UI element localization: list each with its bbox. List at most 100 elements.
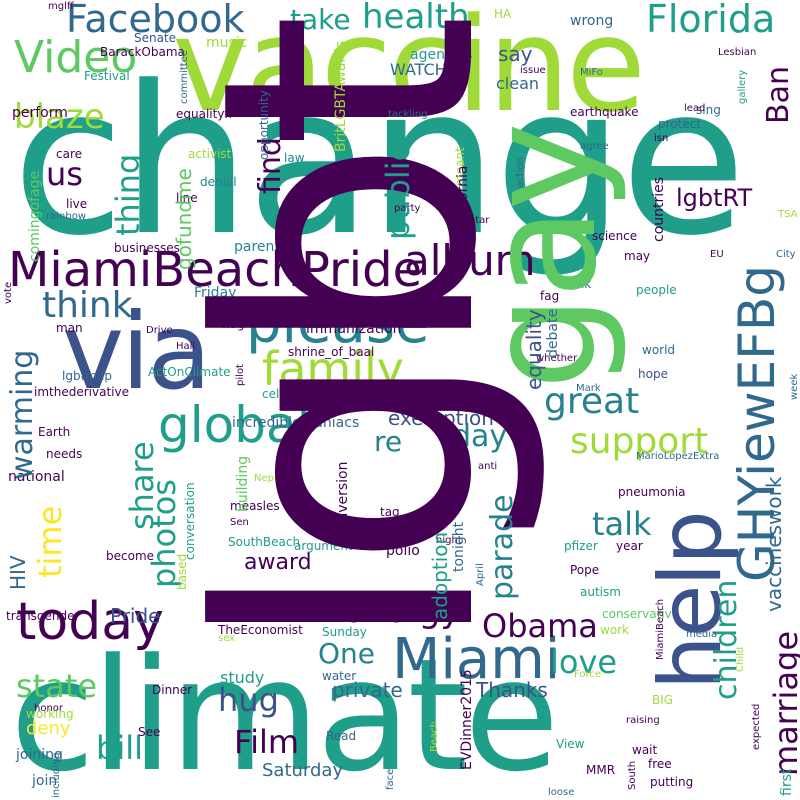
word-music: Senate — [134, 31, 177, 45]
word-young: week — [789, 373, 800, 400]
word-pilot: cool — [448, 201, 473, 215]
word-gallery: gallery — [737, 69, 748, 104]
word-perform: care — [56, 147, 83, 161]
word-world: debate — [545, 308, 561, 358]
word-thanks: study — [220, 668, 265, 687]
word-immunization: people — [636, 283, 677, 297]
word-barackobama: Festival — [84, 69, 130, 83]
word-live: denial — [200, 175, 237, 189]
word-opportunity: comingofage — [27, 170, 43, 262]
word-rainbow: vote — [3, 281, 14, 304]
word-one: One — [318, 637, 376, 670]
word-gofundme: Friday — [194, 285, 237, 301]
word-parents: businesses — [114, 241, 180, 255]
word-denial: line — [176, 191, 198, 205]
word-science: science — [592, 229, 638, 243]
word-based: become — [106, 549, 155, 563]
word-us: us — [46, 155, 83, 193]
word-festival: perform — [12, 105, 68, 121]
word-francis: pilot — [235, 364, 246, 386]
word-april: April — [475, 563, 486, 586]
word-state: state — [16, 667, 98, 705]
word-link: may — [624, 249, 651, 263]
word-sex: sex — [218, 633, 236, 644]
word-saturday: HIV — [6, 555, 30, 590]
word-force: media — [686, 629, 718, 640]
word-star: party — [394, 203, 421, 214]
word-health: health — [362, 0, 470, 37]
word-parade: parade — [485, 494, 520, 600]
word-drive: Hall — [176, 341, 196, 352]
word-pfizer: polio — [386, 543, 420, 559]
word-human: human — [234, 609, 269, 620]
word-tsa: TSA — [778, 209, 798, 220]
word-conversion: incrediblemaniacs — [232, 415, 360, 431]
word-become: SouthBeach — [228, 535, 301, 549]
word-re: re — [374, 425, 403, 458]
word-issue: protect — [658, 117, 702, 131]
word-transgender: Pope — [570, 563, 600, 577]
word-ev-dinner-2015: first — [779, 768, 795, 796]
word-vote: Drive — [146, 325, 173, 336]
word-mmr: View — [556, 737, 585, 751]
word-protect: sing — [696, 103, 721, 117]
word-polio: argument — [294, 539, 353, 553]
word-care: live — [66, 197, 88, 211]
word-week: Child — [735, 646, 746, 672]
word-therapy: award — [244, 550, 312, 575]
word-equalityfl: issue — [520, 65, 546, 76]
word-view: Read — [326, 729, 357, 743]
word-free: wait — [632, 743, 658, 757]
word-expected: raising — [626, 715, 660, 726]
word-raising: South — [627, 760, 638, 790]
word-imthederivative: ActOnClimate — [148, 365, 231, 379]
word-mifo: MiFo — [580, 67, 603, 78]
word-vaccine: vaccine — [172, 0, 646, 141]
word-study: deny — [26, 718, 71, 739]
word-hope: hope — [638, 367, 668, 381]
word-thing: thing — [109, 153, 147, 236]
word-southbeach: EVDinner2015 — [459, 669, 475, 770]
word-bill: bill — [96, 729, 143, 767]
word-agencies: wrong — [570, 13, 614, 29]
word-big: putting — [650, 775, 694, 789]
word-video: Video — [14, 32, 138, 83]
word-cool: star — [470, 215, 490, 226]
word-theeconomist: transgender — [6, 609, 80, 623]
word-global: global — [158, 396, 311, 454]
word-nepal: Nepal — [254, 473, 283, 484]
word-beach: Beach — [429, 721, 440, 752]
word-via: via — [62, 291, 212, 413]
word-wait: MMR — [586, 763, 616, 777]
word-mark: Mark — [576, 383, 601, 394]
word-law: gofundme — [172, 168, 196, 270]
word-people: link — [570, 277, 592, 291]
word-florida: Florida — [646, 0, 776, 41]
word-committee: rainbow — [46, 211, 86, 222]
word-anti: anti — [478, 461, 498, 472]
word-clean: agencies — [410, 47, 473, 63]
word-face: face — [385, 768, 396, 790]
word-hiv: say — [498, 42, 533, 66]
word-see: working — [26, 707, 74, 721]
word-deny: Saturday — [262, 760, 344, 781]
word-join: joining — [16, 747, 63, 763]
word-watch: clean — [496, 74, 540, 93]
word-album: album — [404, 236, 536, 285]
word-isn: isn — [654, 133, 669, 144]
word-hall: Francis — [224, 303, 260, 314]
word-agree: lead — [684, 103, 706, 114]
word-lgbtrt: lgbtRT — [676, 184, 753, 212]
word-autism: autism — [580, 585, 621, 599]
word-incrediblemaniacs: Conversion — [335, 461, 351, 541]
word-may: world — [642, 343, 676, 357]
word-sing: agree — [580, 141, 609, 152]
word-please: please — [246, 291, 430, 356]
word-mglff: committee — [179, 49, 190, 104]
word-miss: tag — [380, 505, 400, 519]
word-conservative: Sunday — [322, 625, 367, 639]
word-whether: whether — [536, 353, 578, 364]
word-film: Film — [234, 723, 300, 761]
word-facebook: Facebook — [66, 0, 245, 41]
